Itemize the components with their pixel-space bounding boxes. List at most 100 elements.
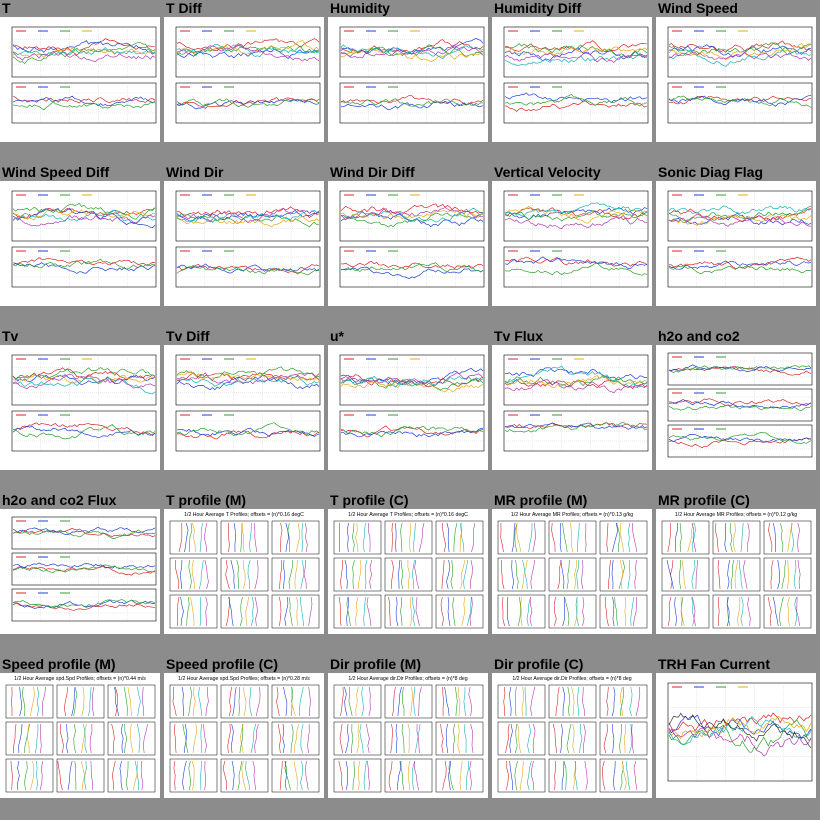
profile-caption: 1/2 Hour Average T Profiles; offsets = (… — [184, 512, 304, 518]
tile-sonic-diag-flag: Sonic Diag Flag — [656, 164, 816, 324]
tile-vertical-velocity: Vertical Velocity — [492, 164, 652, 324]
plot-thumbnail-wind-speed[interactable] — [656, 17, 816, 142]
plot-thumbnail-trh-fan-current[interactable] — [656, 673, 816, 798]
profile-cell — [661, 594, 710, 629]
profile-cell — [435, 520, 484, 555]
profile-cell — [384, 520, 433, 555]
plot-thumbnail-t-profile-m[interactable]: 1/2 Hour Average T Profiles; offsets = (… — [164, 509, 324, 634]
tile-title: MR profile (M) — [494, 492, 588, 508]
profile-cell — [107, 684, 156, 719]
tile-t-profile-m: T profile (M) 1/2 Hour Average T Profiles… — [164, 492, 324, 652]
tile-wind-dir: Wind Dir — [164, 164, 324, 324]
plot-thumbnail-tv[interactable] — [0, 345, 160, 470]
profile-cell — [169, 684, 218, 719]
plot-thumbnail-mr-profile-c[interactable]: 1/2 Hour Average MR Profiles; offsets = … — [656, 509, 816, 634]
plot-thumbnail-humidity[interactable] — [328, 17, 488, 142]
plot-thumbnail-dir-profile-c[interactable]: 1/2 Hour Average dir.Dir Profiles; offse… — [492, 673, 652, 798]
plot-thumbnail-tv-diff[interactable] — [164, 345, 324, 470]
plot-thumbnail-dir-profile-m[interactable]: 1/2 Hour Average dir.Dir Profiles; offse… — [328, 673, 488, 798]
profile-cell — [763, 557, 812, 592]
plot-thumbnail-tv-flux[interactable] — [492, 345, 652, 470]
profile-cell — [5, 758, 54, 793]
lower-panel — [175, 410, 321, 452]
plot-thumbnail-h2o-and-co2[interactable] — [656, 345, 816, 470]
plot-thumbnail-speed-profile-c[interactable]: 1/2 Hour Average spd.Spd Profiles; offse… — [164, 673, 324, 798]
profile-cell — [271, 684, 320, 719]
profile-cell — [712, 520, 761, 555]
plot-image — [175, 190, 321, 288]
tile-title: Wind Dir Diff — [330, 164, 415, 180]
plot-thumbnail-vertical-velocity[interactable] — [492, 181, 652, 306]
profile-cell — [435, 721, 484, 756]
profile-cell — [169, 721, 218, 756]
profile-cell — [763, 520, 812, 555]
plot-thumbnail-t[interactable] — [0, 17, 160, 142]
profile-cell — [333, 520, 382, 555]
profile-cell — [333, 758, 382, 793]
tile-ustar: u* — [328, 328, 488, 488]
tile-wind-dir-diff: Wind Dir Diff — [328, 164, 488, 324]
plot-image — [339, 190, 485, 288]
profile-cell — [5, 684, 54, 719]
profile-cell — [599, 520, 648, 555]
upper-panel — [339, 190, 485, 242]
profile-cell — [220, 520, 269, 555]
plot-thumbnail-t-diff[interactable] — [164, 17, 324, 142]
profile-cell — [548, 758, 597, 793]
profile-cell — [384, 721, 433, 756]
profile-cell — [712, 594, 761, 629]
upper-panel — [175, 26, 321, 78]
plot-image: 1/2 Hour Average spd.Spd Profiles; offse… — [169, 676, 320, 793]
plot-thumbnail-speed-profile-m[interactable]: 1/2 Hour Average spd.Spd Profiles; offse… — [0, 673, 160, 798]
plot-thumbnail-mr-profile-m[interactable]: 1/2 Hour Average MR Profiles; offsets = … — [492, 509, 652, 634]
tile-title: Tv Flux — [494, 328, 544, 344]
plot-image — [667, 352, 813, 458]
plot-image — [667, 190, 813, 288]
plot-thumbnail-ustar[interactable] — [328, 345, 488, 470]
profile-cell — [599, 594, 648, 629]
plot-image: 1/2 Hour Average MR Profiles; offsets = … — [497, 512, 648, 629]
profile-cell — [333, 594, 382, 629]
profile-cell — [271, 758, 320, 793]
plot-image — [667, 682, 813, 782]
tile-tv-flux: Tv Flux — [492, 328, 652, 488]
upper-panel — [339, 354, 485, 406]
tile-h2o-and-co2-flux: h2o and co2 Flux — [0, 492, 160, 652]
plot-thumbnail-h2o-and-co2-flux[interactable] — [0, 509, 160, 634]
profile-cell — [220, 594, 269, 629]
plot-image — [11, 190, 157, 288]
plot-image — [11, 26, 157, 124]
profile-cell — [548, 557, 597, 592]
profile-cell — [384, 684, 433, 719]
profile-cell — [763, 594, 812, 629]
tile-title: Humidity Diff — [494, 0, 582, 16]
tile-title: T Diff — [166, 0, 202, 16]
upper-panel — [667, 26, 813, 78]
profile-cell — [497, 520, 546, 555]
plot-thumbnail-wind-speed-diff[interactable] — [0, 181, 160, 306]
profile-cell — [107, 721, 156, 756]
plot-thumbnail-wind-dir[interactable] — [164, 181, 324, 306]
plot-thumbnail-humidity-diff[interactable] — [492, 17, 652, 142]
upper-panel — [339, 26, 485, 78]
tile-title: h2o and co2 — [658, 328, 740, 344]
plot-image — [339, 354, 485, 452]
main-panel — [667, 682, 813, 782]
tile-title: h2o and co2 Flux — [2, 492, 117, 508]
tile-title: Speed profile (M) — [2, 656, 116, 672]
profile-caption: 1/2 Hour Average dir.Dir Profiles; offse… — [348, 676, 467, 682]
plot-thumbnail-sonic-diag-flag[interactable] — [656, 181, 816, 306]
tile-title: Sonic Diag Flag — [658, 164, 764, 180]
profile-cell — [384, 594, 433, 629]
lower-panel — [11, 246, 157, 288]
plot-thumbnail-t-profile-c[interactable]: 1/2 Hour Average T Profiles; offsets = (… — [328, 509, 488, 634]
plot-image: 1/2 Hour Average spd.Spd Profiles; offse… — [5, 676, 156, 793]
lower-panel — [503, 82, 649, 124]
panel-2 — [11, 552, 157, 586]
profile-caption: 1/2 Hour Average T Profiles; offsets = (… — [348, 512, 468, 518]
profile-caption: 1/2 Hour Average spd.Spd Profiles; offse… — [14, 676, 146, 682]
profile-cell — [548, 594, 597, 629]
upper-panel — [503, 26, 649, 78]
plot-thumbnail-wind-dir-diff[interactable] — [328, 181, 488, 306]
profile-cell — [497, 721, 546, 756]
